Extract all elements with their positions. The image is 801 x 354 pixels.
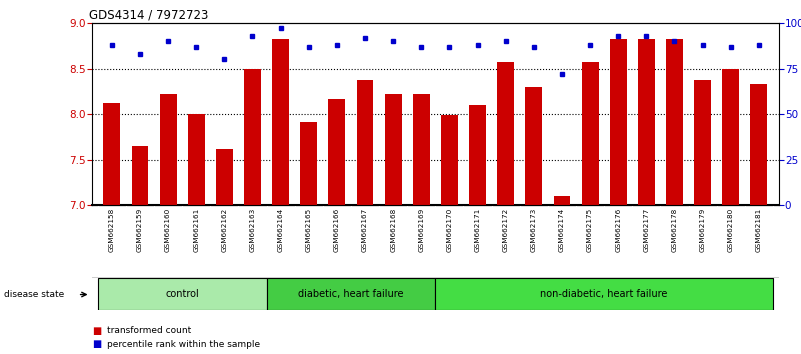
Bar [436,278,773,310]
Bar [582,62,598,205]
Bar [469,105,486,205]
Bar [723,69,739,205]
Text: GSM662173: GSM662173 [531,208,537,252]
Text: GSM662161: GSM662161 [193,208,199,252]
Text: GSM662176: GSM662176 [615,208,622,252]
Bar [356,80,373,205]
Text: GSM662179: GSM662179 [699,208,706,252]
Text: GSM662168: GSM662168 [390,208,396,252]
Text: GSM662178: GSM662178 [671,208,678,252]
Text: GDS4314 / 7972723: GDS4314 / 7972723 [89,9,208,22]
Text: GSM662177: GSM662177 [643,208,650,252]
Text: GSM662181: GSM662181 [756,208,762,252]
Text: GSM662160: GSM662160 [165,208,171,252]
Bar [267,278,436,310]
Text: GSM662166: GSM662166 [334,208,340,252]
Text: transformed count: transformed count [107,326,191,336]
Bar [98,278,267,310]
Bar [525,87,542,205]
Text: GSM662163: GSM662163 [249,208,256,252]
Bar [694,80,711,205]
Bar [244,69,261,205]
Bar [328,99,345,205]
Bar [413,94,429,205]
Bar [384,94,401,205]
Bar [666,39,683,205]
Text: GSM662158: GSM662158 [109,208,115,252]
Bar [216,149,233,205]
Text: GSM662159: GSM662159 [137,208,143,252]
Text: GSM662167: GSM662167 [362,208,368,252]
Text: disease state: disease state [4,290,64,299]
Text: GSM662172: GSM662172 [503,208,509,252]
Text: GSM662169: GSM662169 [418,208,425,252]
Bar [300,122,317,205]
Text: GSM662162: GSM662162 [221,208,227,252]
Text: ■: ■ [92,326,102,336]
Bar [553,196,570,205]
Text: GSM662174: GSM662174 [559,208,565,252]
Text: GSM662175: GSM662175 [587,208,593,252]
Bar [497,62,514,205]
Bar [610,39,626,205]
Text: control: control [165,289,199,299]
Text: diabetic, heart failure: diabetic, heart failure [298,289,404,299]
Bar [272,39,289,205]
Text: non-diabetic, heart failure: non-diabetic, heart failure [541,289,668,299]
Text: GSM662180: GSM662180 [728,208,734,252]
Text: ■: ■ [92,339,102,349]
Bar [159,94,176,205]
Text: GSM662165: GSM662165 [306,208,312,252]
Bar [131,146,148,205]
Text: GSM662171: GSM662171 [474,208,481,252]
Bar [187,114,204,205]
Bar [103,103,120,205]
Text: percentile rank within the sample: percentile rank within the sample [107,339,260,349]
Bar [441,115,458,205]
Text: GSM662170: GSM662170 [446,208,453,252]
Bar [638,39,654,205]
Text: GSM662164: GSM662164 [278,208,284,252]
Bar [751,84,767,205]
